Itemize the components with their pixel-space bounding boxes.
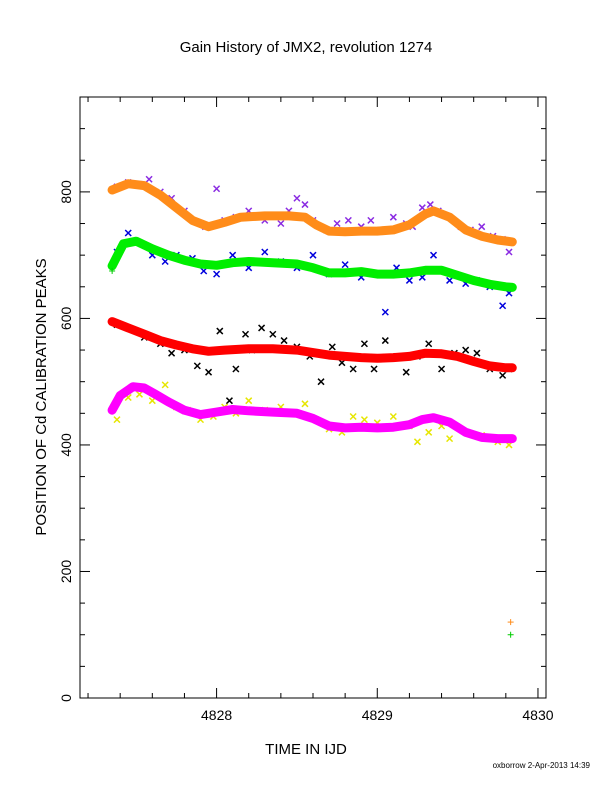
data-point [317, 378, 325, 386]
data-point [505, 248, 513, 256]
data-point [499, 302, 507, 310]
data-point [438, 365, 446, 373]
x-axis-label: TIME IN IJD [265, 741, 347, 758]
data-point [360, 340, 368, 348]
data-point [370, 365, 378, 373]
x-tick-label: 4828 [201, 707, 232, 723]
data-point [124, 229, 132, 237]
x-tick-label: 4829 [362, 707, 393, 723]
y-tick-label: 600 [58, 307, 74, 331]
data-point [258, 324, 266, 332]
data-point [200, 267, 208, 275]
data-point [405, 276, 413, 284]
data-point [349, 412, 357, 421]
data-point [344, 216, 352, 224]
data-point [213, 185, 221, 193]
x-tick-label: 4830 [522, 707, 553, 723]
data-point [216, 327, 224, 335]
data-point [446, 276, 454, 284]
axis-ticks: 0 200 400 600 800 4828 4829 4830 [58, 96, 554, 723]
data-point [360, 416, 368, 424]
data-point [245, 397, 253, 405]
series-group [107, 175, 517, 638]
data-point [168, 349, 176, 357]
footer-credit: oxborrow 2-Apr-2013 14:39 [493, 761, 591, 770]
series-line-5 [107, 317, 517, 373]
series-line-7 [107, 382, 517, 444]
data-point [309, 251, 317, 259]
data-point [161, 381, 169, 389]
data-point [341, 261, 349, 269]
data-point [328, 343, 336, 351]
y-tick-label: 0 [58, 694, 74, 702]
data-point [425, 428, 433, 436]
data-point [135, 390, 143, 398]
chart-title: Gain History of JMX2, revolution 1274 [180, 39, 433, 56]
data-point [367, 216, 375, 224]
data-point [349, 365, 357, 373]
data-point [381, 308, 389, 316]
data-point [280, 337, 288, 345]
data-point [113, 416, 121, 424]
data-point [193, 362, 201, 370]
data-point [261, 248, 269, 256]
data-point [499, 371, 507, 379]
data-point [425, 340, 433, 348]
series-line-3 [107, 236, 517, 292]
data-point [205, 368, 213, 376]
data-point [426, 201, 434, 209]
data-point [269, 330, 277, 338]
data-point [462, 346, 470, 354]
y-axis-label: POSITION OF Cd CALIBRATION PEAKS [33, 258, 50, 535]
data-point [413, 438, 421, 446]
data-point [229, 251, 237, 259]
y-tick-label: 800 [58, 180, 74, 204]
data-point [389, 213, 397, 221]
data-point [333, 219, 341, 228]
data-point [473, 349, 481, 357]
data-point [446, 435, 454, 443]
y-tick-label: 200 [58, 560, 74, 584]
data-point [507, 631, 514, 638]
data-point [109, 267, 116, 274]
data-point [301, 201, 309, 209]
data-point [241, 330, 250, 338]
data-point [402, 368, 410, 376]
y-tick-label: 400 [58, 433, 74, 457]
data-point [301, 400, 309, 408]
data-point [277, 219, 285, 228]
data-point [389, 412, 397, 421]
data-point [145, 175, 153, 183]
data-point [381, 337, 389, 345]
data-point [429, 251, 438, 259]
data-point [225, 397, 233, 405]
data-point [507, 619, 514, 626]
data-point [293, 194, 301, 202]
data-point [478, 223, 486, 231]
series-line-1 [107, 179, 517, 247]
data-point [213, 270, 221, 278]
data-point [232, 365, 240, 373]
